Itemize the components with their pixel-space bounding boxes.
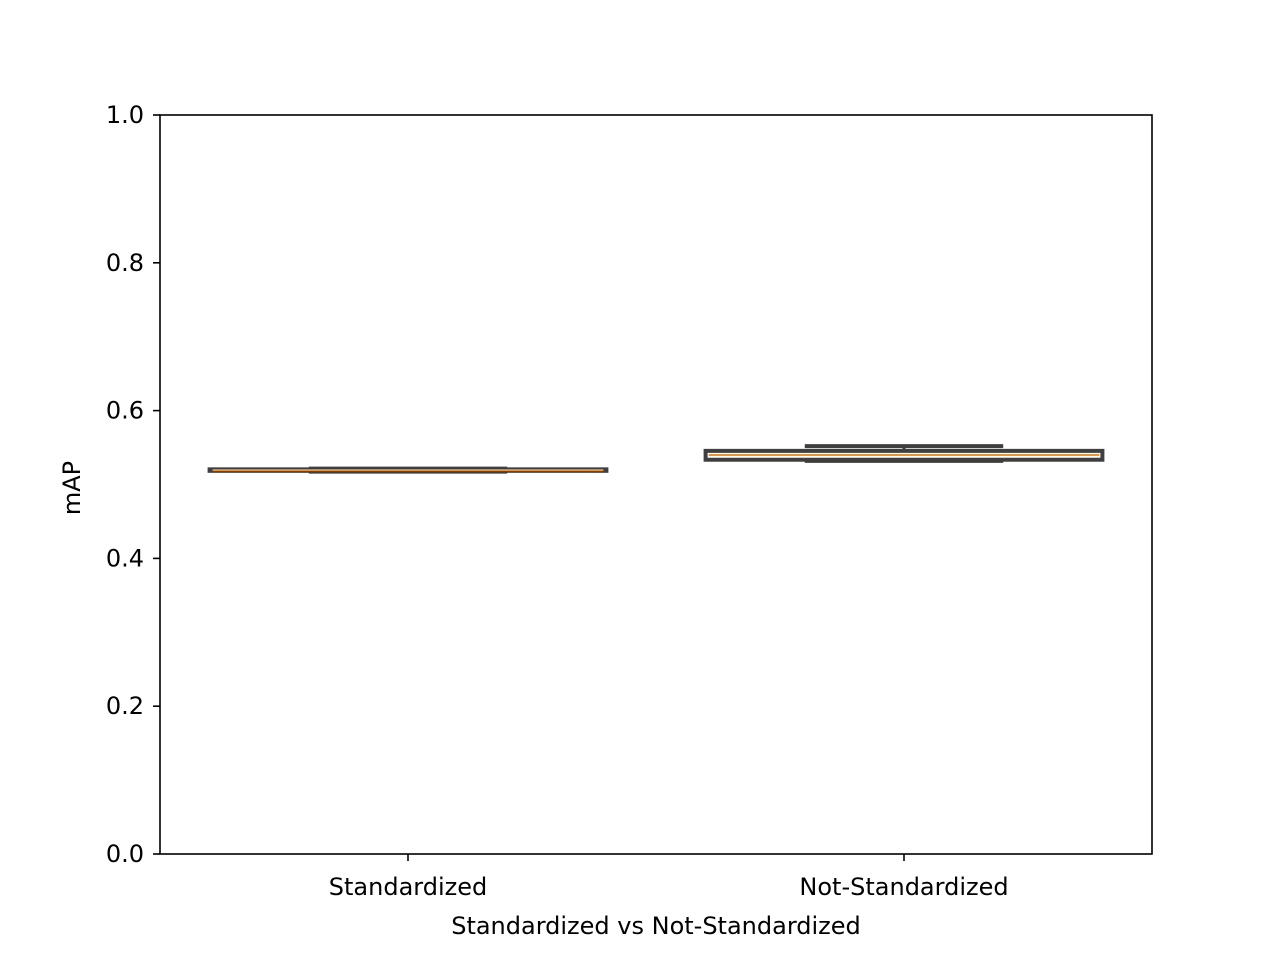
box-plot-0 <box>207 466 609 474</box>
y-tick-label: 0.6 <box>106 397 144 425</box>
box-plot-1 <box>703 444 1105 463</box>
y-axis-label: mAP <box>58 461 86 515</box>
plot-area <box>207 444 1105 474</box>
y-tick-label: 0.0 <box>106 840 144 868</box>
axis-ticks: 0.0 0.2 0.4 0.6 0.8 1.0 Standardized Not-Standa… <box>106 101 1009 901</box>
y-tick-label: 0.4 <box>106 544 144 572</box>
x-tick-label: Standardized <box>329 873 487 901</box>
plot-frame <box>159 114 1153 855</box>
y-tick-label: 1.0 <box>106 101 144 129</box>
y-tick-label: 0.8 <box>106 249 144 277</box>
x-tick-label: Not-Standardized <box>799 873 1008 901</box>
x-axis-label: Standardized vs Not-Standardized <box>451 912 861 940</box>
y-tick-label: 0.2 <box>106 692 144 720</box>
